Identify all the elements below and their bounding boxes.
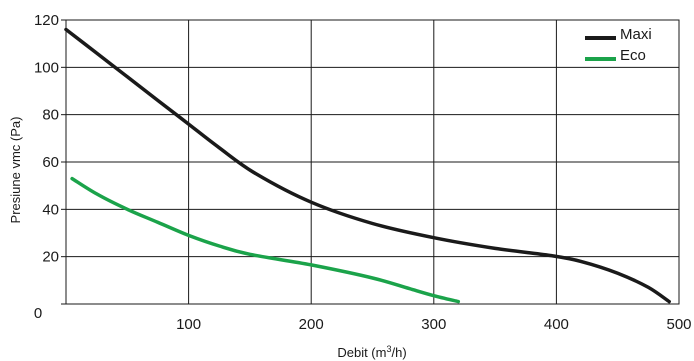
tick-labels: 20 40 60 80 100 120 100 200 300 400 500 0	[34, 12, 692, 333]
y-tick-label-60: 60	[42, 154, 59, 171]
y-tick-label-100: 100	[34, 59, 59, 76]
legend: Maxi Eco	[585, 26, 652, 64]
series-line-eco	[70, 176, 461, 304]
y-tick-label-20: 20	[42, 249, 59, 266]
series-lines	[64, 27, 671, 304]
x-axis-title-suffix: /h)	[391, 345, 406, 360]
y-tick-label-120: 120	[34, 12, 59, 29]
x-tick-label-100: 100	[176, 316, 201, 333]
x-tick-label-500: 500	[666, 316, 691, 333]
x-tick-label-200: 200	[299, 316, 324, 333]
origin-label: 0	[34, 305, 42, 322]
x-axis-title-prefix: Debit (m	[337, 345, 386, 360]
y-tick-label-80: 80	[42, 107, 59, 124]
x-tick-label-400: 400	[544, 316, 569, 333]
x-axis-title: Debit (m3/h)	[337, 344, 406, 360]
y-axis-title: Presiune vmc (Pa)	[8, 117, 23, 224]
legend-label-maxi: Maxi	[620, 26, 652, 43]
y-tick-label-40: 40	[42, 201, 59, 218]
plot-frame	[65, 19, 680, 305]
legend-label-eco: Eco	[620, 47, 646, 64]
x-tick-label-300: 300	[421, 316, 446, 333]
series-line-maxi	[64, 27, 671, 304]
x-axis-title-sup: 3	[386, 344, 391, 354]
